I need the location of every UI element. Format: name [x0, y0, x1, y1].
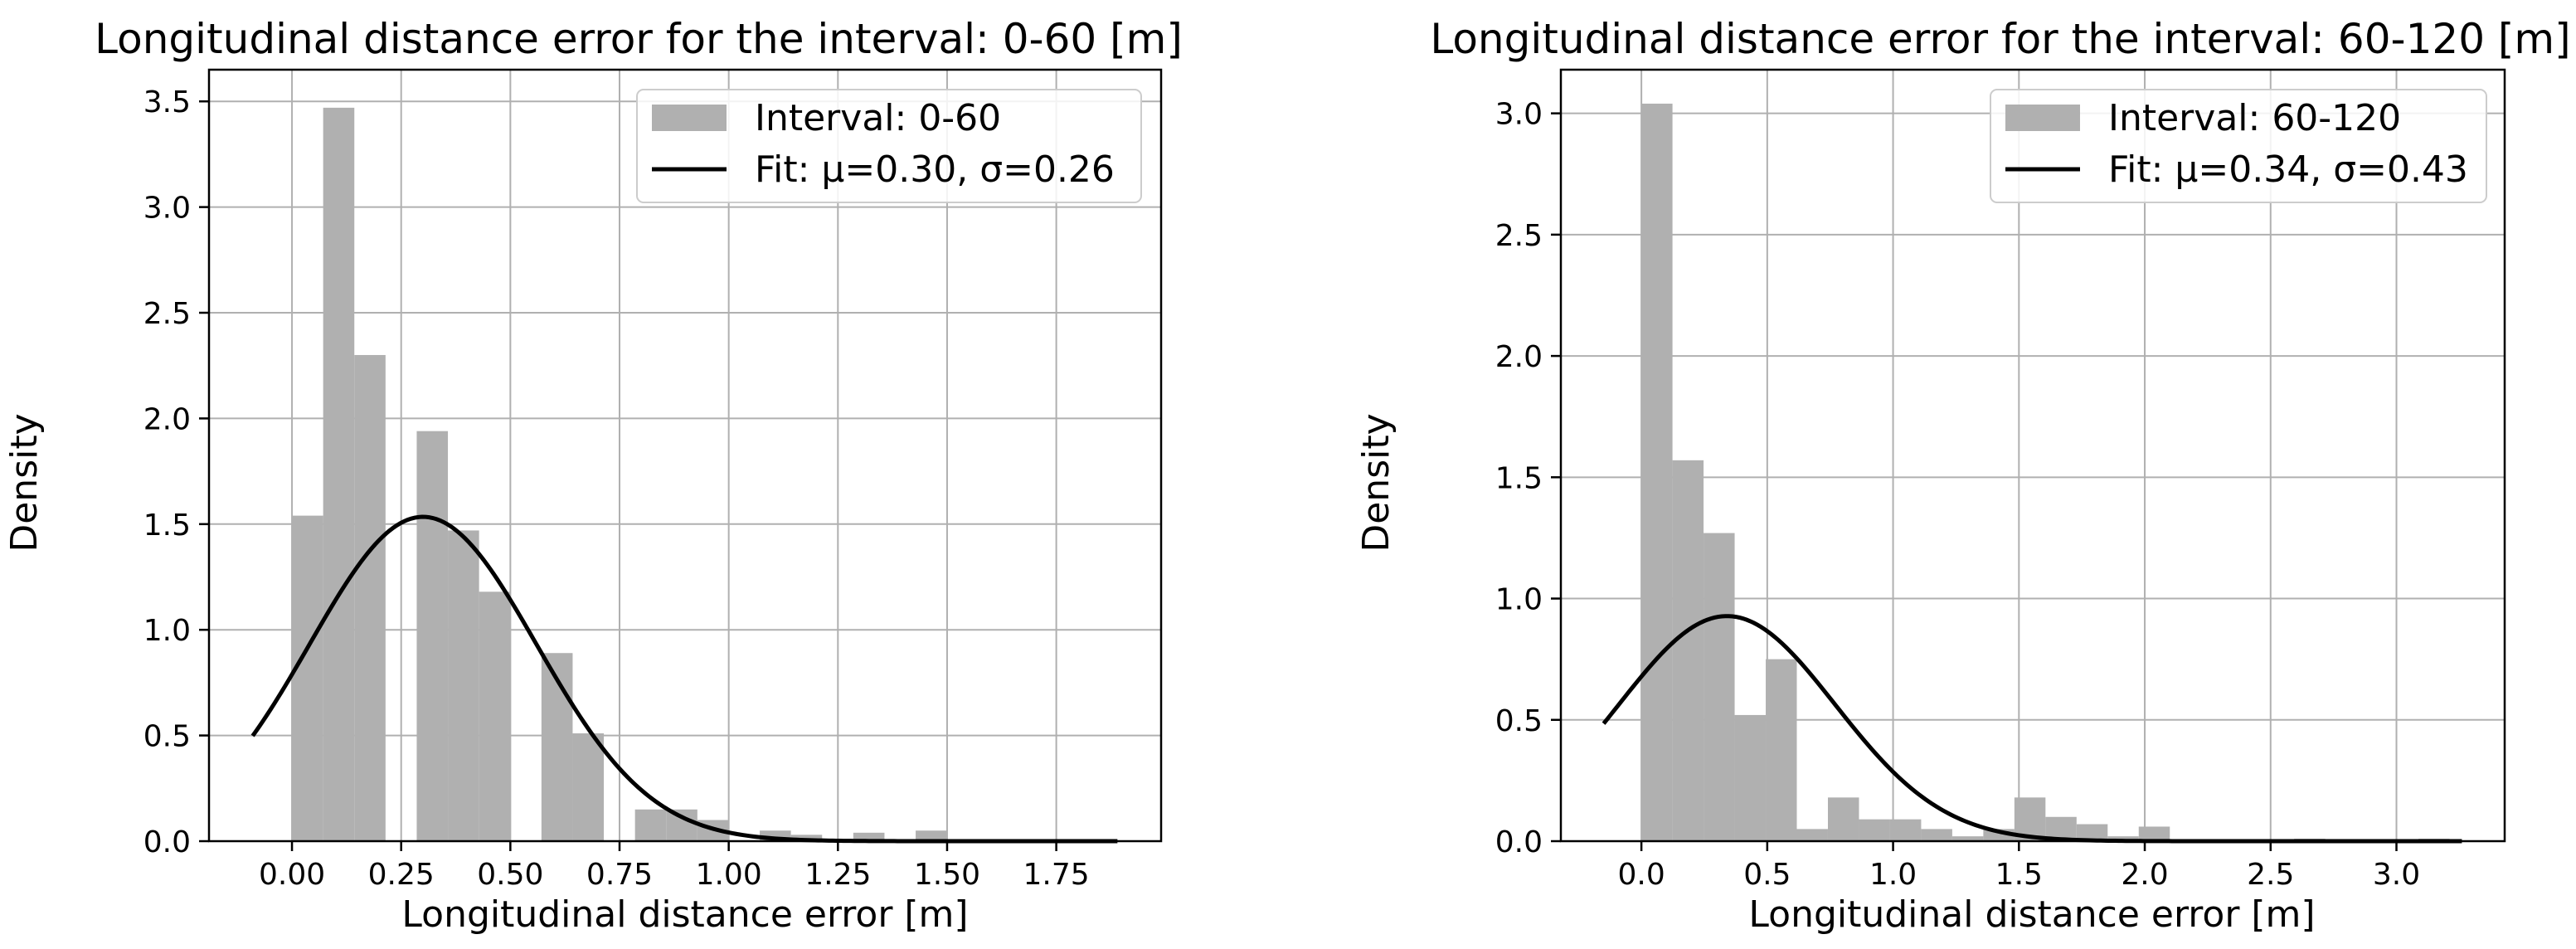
histogram-bar: [853, 832, 885, 841]
x-ticks: 0.00 0.25 0.50 0.75 1.00 1.25 1.50 1.75: [259, 841, 1090, 892]
x-axis-label: Longitudinal distance error [m]: [1748, 893, 2315, 936]
y-tick-label: 1.5: [1495, 461, 1543, 495]
histogram-bar: [416, 431, 449, 841]
plot-frame: [207, 68, 1163, 843]
legend: Interval: 60-120 Fit: μ=0.34, σ=0.43: [1990, 89, 2487, 203]
x-tick-label: 3.0: [2373, 858, 2420, 892]
legend-label-fit: Fit: μ=0.34, σ=0.43: [2108, 148, 2468, 191]
legend-frame: [636, 89, 1142, 203]
histogram-bar: [2138, 826, 2170, 841]
chart-interval-0-60: 0.00 0.25 0.50 0.75 1.00 1.25 1.50 1.75 0.0 0.5 1…: [3, 15, 1183, 936]
histogram-bar: [292, 515, 323, 841]
legend-bar-swatch: [652, 105, 727, 131]
histogram-bar: [323, 107, 355, 841]
histogram-bar: [1859, 819, 1890, 841]
x-tick-label: 1.50: [914, 858, 980, 892]
x-tick-label: 0.5: [1743, 858, 1791, 892]
histogram-bar: [790, 835, 823, 841]
y-tick-label: 2.0: [143, 402, 191, 436]
y-tick-label: 0.5: [143, 720, 191, 754]
legend-label-fit: Fit: μ=0.30, σ=0.26: [755, 148, 1115, 191]
y-tick-label: 0.5: [1495, 704, 1543, 738]
histogram-bar: [448, 530, 479, 841]
histogram-bar: [1704, 533, 1735, 841]
histogram-bar: [479, 591, 511, 841]
histogram-bar: [2107, 836, 2139, 841]
x-tick-label: 0.25: [368, 858, 435, 892]
x-axis-label: Longitudinal distance error [m]: [401, 893, 968, 936]
y-tick-label: 2.0: [1495, 340, 1543, 374]
x-tick-label: 1.0: [1869, 858, 1917, 892]
histogram-bars: [1641, 103, 2450, 841]
histogram-bar: [916, 830, 947, 841]
legend: Interval: 0-60 Fit: μ=0.30, σ=0.26: [636, 89, 1142, 203]
y-tick-label: 3.0: [1495, 98, 1543, 132]
histogram-bar: [1796, 829, 1828, 841]
legend-bar-swatch: [2005, 105, 2080, 131]
chart-interval-60-120: 0.0 0.5 1.0 1.5 2.0 2.5 3.0 0.0 0.5 1.0 1.5 2.0 2.5…: [1355, 15, 2571, 936]
legend-label-histogram: Interval: 0-60: [755, 97, 1001, 139]
histogram-bars: [292, 107, 947, 841]
x-tick-label: 1.5: [1995, 858, 2043, 892]
x-tick-label: 1.00: [696, 858, 762, 892]
y-tick-label: 2.5: [143, 297, 191, 331]
histogram-bar: [572, 733, 605, 841]
histogram-bar: [1951, 836, 1984, 841]
x-tick-label: 1.25: [804, 858, 871, 892]
y-tick-label: 2.5: [1495, 219, 1543, 253]
y-axis-label: Density: [3, 413, 46, 552]
x-tick-label: 0.75: [586, 858, 653, 892]
y-tick-label: 0.0: [1495, 825, 1543, 859]
x-tick-label: 2.5: [2247, 858, 2294, 892]
histogram-bar: [1641, 103, 1673, 841]
x-ticks: 0.0 0.5 1.0 1.5 2.0 2.5 3.0: [1617, 841, 2420, 892]
legend-frame: [1990, 89, 2487, 203]
y-tick-label: 1.5: [143, 509, 191, 543]
x-tick-label: 2.0: [2121, 858, 2168, 892]
y-tick-label: 1.0: [143, 614, 191, 648]
histogram-bar: [1734, 714, 1767, 841]
histogram-bar: [666, 809, 697, 841]
x-tick-label: 0.00: [259, 858, 325, 892]
histogram-bar: [1827, 797, 1859, 841]
histogram-bar: [1921, 829, 1952, 841]
y-tick-label: 3.5: [143, 85, 191, 119]
chart-title: Longitudinal distance error for the inte…: [95, 15, 1183, 63]
histogram-bar: [634, 809, 667, 841]
histogram-bar: [1766, 659, 1797, 841]
y-ticks: 0.0 0.5 1.0 1.5 2.0 2.5 3.0 3.5: [143, 85, 209, 859]
x-tick-label: 0.50: [477, 858, 543, 892]
legend-label-histogram: Interval: 60-120: [2108, 97, 2401, 139]
histogram-bar: [1672, 460, 1704, 841]
chart-title: Longitudinal distance error for the inte…: [1430, 15, 2570, 63]
histogram-bar: [354, 354, 386, 841]
histogram-bar: [541, 653, 573, 841]
histogram-bar: [1889, 819, 1922, 841]
y-axis-label: Density: [1355, 413, 1397, 552]
y-tick-label: 3.0: [143, 192, 191, 226]
x-tick-label: 0.0: [1617, 858, 1665, 892]
y-ticks: 0.0 0.5 1.0 1.5 2.0 2.5 3.0: [1495, 98, 1561, 859]
histogram-bar: [2076, 824, 2108, 841]
y-tick-label: 1.0: [1495, 583, 1543, 617]
y-tick-label: 0.0: [143, 825, 191, 859]
x-tick-label: 1.75: [1023, 858, 1090, 892]
plot-frame: [1559, 68, 2506, 843]
